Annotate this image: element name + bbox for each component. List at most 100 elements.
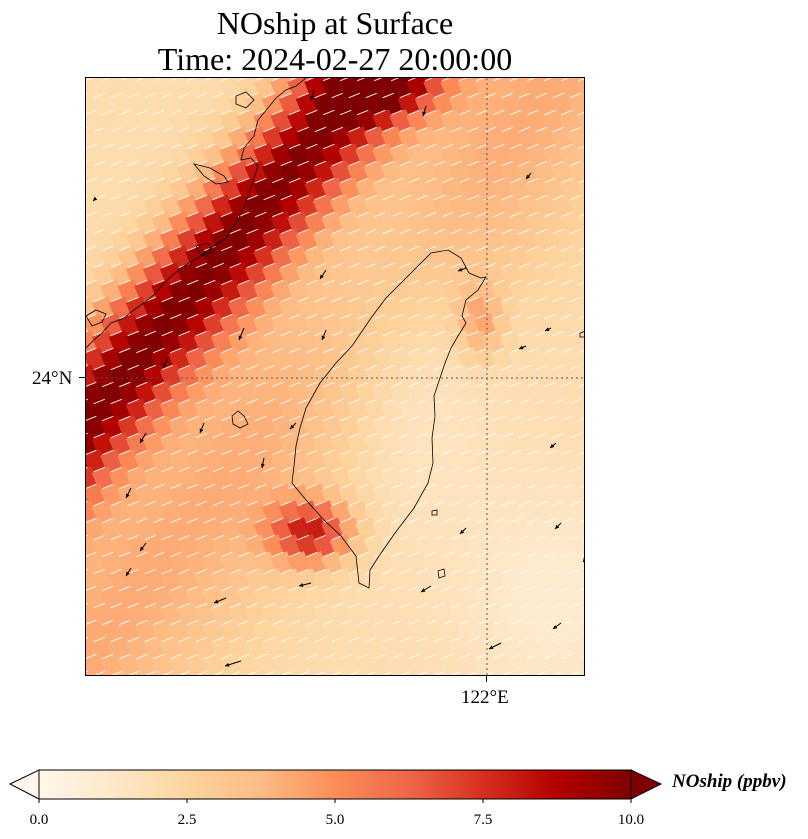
concentration-cell: [253, 517, 277, 541]
concentration-cell: [295, 194, 320, 218]
concentration-cell: [482, 160, 507, 184]
concentration-cell: [151, 449, 175, 473]
concentration-cell: [525, 619, 549, 643]
concentration-cell: [474, 381, 498, 405]
concentration-cell: [244, 534, 269, 558]
concentration-cell: [372, 109, 396, 133]
concentration-cell: [151, 177, 175, 201]
concentration-cell: [474, 313, 498, 337]
concentration-cell: [244, 228, 269, 252]
concentration-cell: [559, 347, 583, 371]
concentration-cell: [363, 160, 388, 184]
concentration-cell: [380, 568, 405, 592]
concentration-cell: [295, 432, 320, 456]
concentration-cell: [86, 126, 99, 150]
concentration-cell: [329, 398, 354, 422]
concentration-cell: [491, 78, 515, 99]
concentration-cell: [465, 330, 490, 354]
concentration-cell: [533, 126, 558, 150]
china-coast-island-1: [235, 91, 255, 109]
wind-arrow-head: [460, 529, 465, 534]
concentration-cell: [108, 330, 133, 354]
concentration-cell: [423, 279, 447, 303]
concentration-cell: [508, 483, 532, 507]
concentration-cell: [270, 483, 294, 507]
concentration-cell: [108, 466, 133, 490]
wind-arrow-head: [583, 557, 584, 562]
concentration-cell: [91, 602, 116, 626]
concentration-cell: [550, 432, 575, 456]
concentration-cell: [397, 92, 422, 116]
concentration-cell: [508, 245, 532, 269]
concentration-cell: [525, 245, 549, 269]
concentration-cell: [287, 177, 311, 201]
concentration-cell: [219, 279, 243, 303]
concentration-cell: [100, 211, 124, 235]
concentration-cell: [329, 194, 354, 218]
concentration-cell: [567, 568, 584, 592]
concentration-cell: [86, 228, 99, 252]
concentration-cell: [491, 415, 515, 439]
concentration-cell: [185, 415, 209, 439]
concentration-cell: [542, 449, 566, 473]
concentration-cell: [516, 364, 541, 388]
concentration-cell: [397, 534, 422, 558]
concentration-cell: [499, 500, 524, 524]
concentration-cell: [457, 483, 481, 507]
concentration-cell: [406, 381, 430, 405]
concentration-cell: [210, 364, 235, 388]
concentration-cell: [295, 228, 320, 252]
concentration-cell: [397, 228, 422, 252]
concentration-cell: [499, 160, 524, 184]
concentration-cell: [567, 534, 584, 558]
concentration-cell: [533, 160, 558, 184]
concentration-cell: [355, 517, 379, 541]
concentration-cell: [287, 483, 311, 507]
concentration-cell: [550, 296, 575, 320]
concentration-cell: [287, 381, 311, 405]
concentration-cell: [125, 364, 150, 388]
concentration-cell: [86, 415, 107, 439]
concentration-cell: [100, 517, 124, 541]
concentration-cell: [210, 602, 235, 626]
concentration-cell: [244, 126, 269, 150]
concentration-cell: [287, 415, 311, 439]
concentration-cell: [482, 296, 507, 320]
concentration-cell: [465, 194, 490, 218]
concentration-cell: [125, 126, 150, 150]
concentration-cell: [465, 398, 490, 422]
concentration-cell: [100, 449, 124, 473]
concentration-cell: [193, 364, 218, 388]
concentration-cell: [423, 551, 447, 575]
concentration-cell: [270, 619, 294, 643]
concentration-cell: [86, 109, 107, 133]
concentration-cell: [329, 500, 354, 524]
concentration-cell: [533, 262, 558, 286]
concentration-cell: [134, 245, 158, 269]
concentration-cell: [125, 568, 150, 592]
concentration-cell: [576, 347, 584, 371]
concentration-cell: [338, 381, 362, 405]
concentration-cell: [389, 415, 413, 439]
concentration-cell: [406, 653, 430, 675]
concentration-cell: [363, 194, 388, 218]
concentration-cell: [338, 177, 362, 201]
concentration-cell: [389, 143, 413, 167]
concentration-cell: [542, 245, 566, 269]
concentration-cell: [372, 653, 396, 675]
concentration-cell: [125, 466, 150, 490]
concentration-cell: [389, 78, 413, 99]
concentration-cell: [457, 585, 481, 609]
concentration-cell: [576, 313, 584, 337]
concentration-cell: [227, 126, 252, 150]
concentration-cell: [457, 347, 481, 371]
concentration-cell: [346, 364, 371, 388]
concentration-cell: [193, 194, 218, 218]
concentration-cell: [440, 177, 464, 201]
concentration-cell: [142, 534, 167, 558]
concentration-cell: [516, 126, 541, 150]
concentration-cell: [533, 568, 558, 592]
concentration-cell: [312, 466, 337, 490]
concentration-cell: [465, 568, 490, 592]
concentration-cell: [448, 92, 473, 116]
